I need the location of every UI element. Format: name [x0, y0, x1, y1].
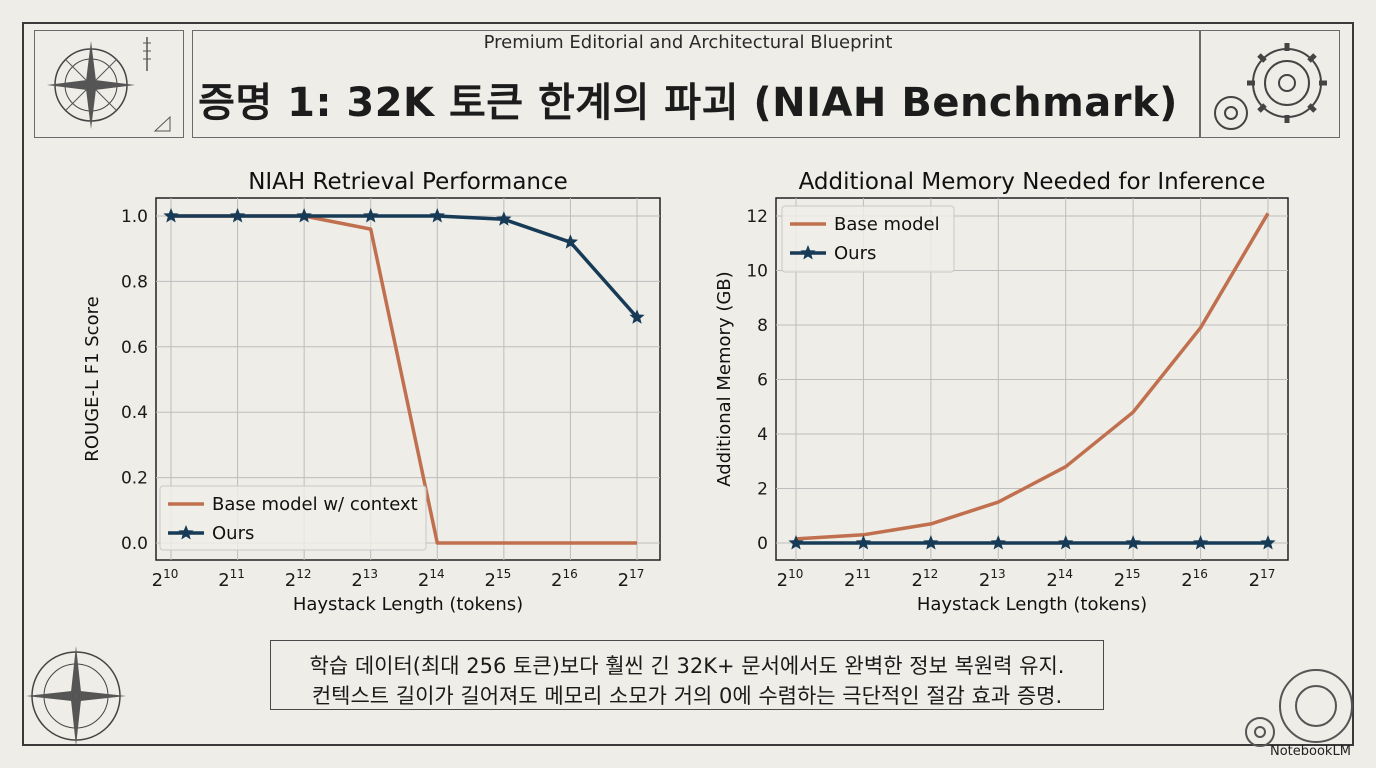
series-line	[795, 212, 1270, 541]
legend-label: Base model	[834, 214, 940, 235]
data-point-star	[1125, 535, 1141, 550]
data-point-star	[562, 234, 578, 249]
title-box	[192, 30, 1200, 138]
caption-frame	[270, 640, 1104, 710]
y-tick-label: 8	[757, 316, 768, 336]
gear-icon	[1214, 43, 1327, 130]
x-tick-label: 212	[911, 567, 938, 591]
data-point-star	[363, 208, 379, 223]
x-tick-label: 217	[618, 567, 645, 591]
x-tick-label: 213	[979, 567, 1006, 591]
x-tick-label: 217	[1249, 567, 1276, 591]
data-point-star	[629, 309, 645, 324]
data-point-star	[429, 208, 445, 223]
data-point-star	[296, 208, 312, 223]
compass-rose-icon	[47, 37, 171, 132]
caption-box: 학습 데이터(최대 256 토큰)보다 훨씬 긴 32K+ 문서에서도 완벽한 …	[262, 632, 1112, 718]
legend-star-marker	[178, 525, 194, 540]
y-tick-label: 0	[757, 534, 768, 554]
page-subtitle: Premium Editorial and Architectural Blue…	[483, 32, 893, 53]
chart-title: Additional Memory Needed for Inference	[799, 169, 1266, 195]
x-tick-label: 216	[1181, 567, 1208, 591]
data-point-star	[230, 208, 246, 223]
y-axis-label: ROUGE-L F1 Score	[82, 296, 103, 461]
x-tick-label: 215	[484, 567, 511, 591]
brand-label: NotebookLM	[1270, 744, 1351, 759]
x-tick-label: 215	[1114, 567, 1141, 591]
y-axis-label: Additional Memory (GB)	[714, 271, 735, 486]
y-tick-label: 0.8	[121, 272, 148, 292]
y-tick-label: 0.2	[121, 469, 148, 489]
x-tick-label: 214	[1046, 567, 1073, 591]
compass-rose-icon	[26, 646, 126, 746]
caption-line-2: 컨텍스트 길이가 길어져도 메모리 소모가 거의 0에 수렴하는 극단적인 절감…	[311, 684, 1063, 708]
caption-line-1: 학습 데이터(최대 256 토큰)보다 훨씬 긴 32K+ 문서에서도 완벽한 …	[309, 654, 1065, 678]
data-point-star	[990, 535, 1006, 550]
page-title: 증명 1: 32K 토큰 한계의 파괴 (NIAH Benchmark)	[198, 80, 1178, 126]
legend-star-marker	[800, 245, 816, 260]
y-tick-label: 12	[746, 207, 768, 227]
x-tick-label: 210	[152, 567, 179, 591]
y-tick-label: 2	[757, 480, 768, 500]
y-tick-label: 0.4	[121, 403, 148, 423]
legend-label: Ours	[834, 243, 876, 264]
y-tick-label: 0.6	[121, 338, 148, 358]
legend-box	[159, 485, 427, 551]
legend-label: Base model w/ context	[212, 494, 418, 515]
x-tick-label: 216	[551, 567, 578, 591]
outer-frame	[22, 22, 1354, 746]
data-point-star	[496, 211, 512, 226]
gear-icon	[1245, 669, 1353, 747]
y-tick-label: 1.0	[121, 207, 148, 227]
data-point-star	[788, 535, 804, 550]
x-tick-label: 210	[777, 567, 804, 591]
y-tick-label: 0.0	[121, 534, 148, 554]
x-tick-label: 212	[285, 567, 312, 591]
x-axis-label: Haystack Length (tokens)	[917, 594, 1147, 615]
series-line	[171, 214, 639, 319]
data-point-star	[1260, 535, 1276, 550]
chart-title: NIAH Retrieval Performance	[248, 169, 568, 195]
data-point-star	[855, 535, 871, 550]
y-tick-label: 10	[746, 262, 768, 282]
x-axis-label: Haystack Length (tokens)	[293, 594, 523, 615]
x-tick-label: 211	[218, 567, 245, 591]
data-point-star	[923, 535, 939, 550]
x-tick-label: 214	[418, 567, 445, 591]
x-tick-label: 211	[844, 567, 871, 591]
data-point-star	[163, 208, 179, 223]
compass-corner-box	[34, 30, 184, 138]
gear-corner-box	[1200, 30, 1340, 138]
y-tick-label: 4	[757, 425, 768, 445]
legend-label: Ours	[212, 523, 254, 544]
data-point-star	[1058, 535, 1074, 550]
data-point-star	[1193, 535, 1209, 550]
y-tick-label: 6	[757, 371, 768, 391]
x-tick-label: 213	[351, 567, 378, 591]
